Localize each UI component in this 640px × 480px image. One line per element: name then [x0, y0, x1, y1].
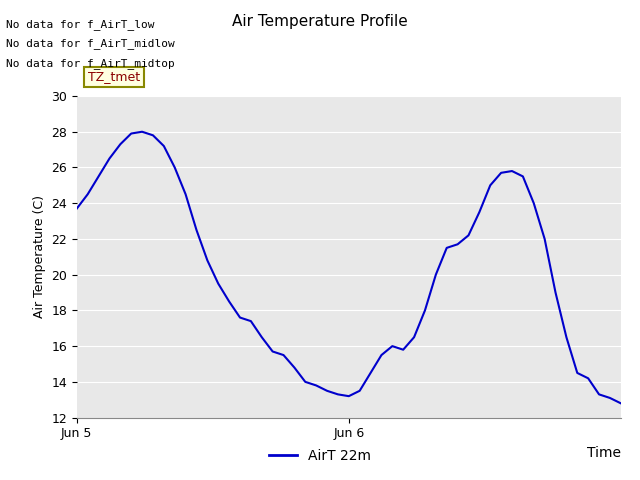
Text: No data for f_AirT_midlow: No data for f_AirT_midlow [6, 38, 175, 49]
Text: No data for f_AirT_midtop: No data for f_AirT_midtop [6, 58, 175, 69]
Legend: AirT 22m: AirT 22m [264, 443, 376, 468]
Text: TZ_tmet: TZ_tmet [88, 70, 140, 83]
Text: No data for f_AirT_low: No data for f_AirT_low [6, 19, 155, 30]
Y-axis label: Air Temperature (C): Air Temperature (C) [33, 195, 45, 318]
Text: Air Temperature Profile: Air Temperature Profile [232, 14, 408, 29]
X-axis label: Time: Time [587, 446, 621, 460]
